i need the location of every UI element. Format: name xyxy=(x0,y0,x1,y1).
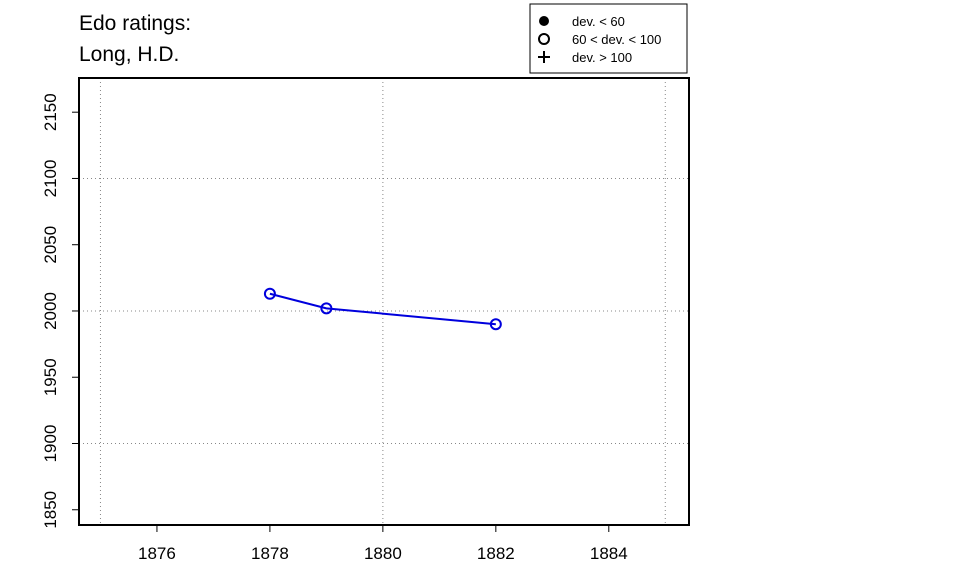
y-tick-label: 2150 xyxy=(41,93,60,131)
y-tick-label: 1850 xyxy=(41,491,60,529)
x-tick-label: 1878 xyxy=(251,544,289,563)
legend-label: dev. > 100 xyxy=(572,50,632,65)
y-tick-label: 2100 xyxy=(41,160,60,198)
marker xyxy=(320,302,333,315)
marker xyxy=(263,287,276,300)
x-tick-label: 1882 xyxy=(477,544,515,563)
legend-label: 60 < dev. < 100 xyxy=(572,32,661,47)
legend-label: dev. < 60 xyxy=(572,14,625,29)
y-tick-label: 1950 xyxy=(41,358,60,396)
plot-frame xyxy=(78,77,690,526)
x-tick-label: 1880 xyxy=(364,544,402,563)
y-tick-label: 2050 xyxy=(41,226,60,264)
legend-symbol xyxy=(539,16,549,26)
y-tick-label: 2000 xyxy=(41,292,60,330)
x-tick-label: 1884 xyxy=(590,544,628,563)
legend-symbol xyxy=(538,33,550,45)
y-tick-label: 1900 xyxy=(41,425,60,463)
legend-box xyxy=(529,3,688,74)
legend-symbol xyxy=(538,51,550,63)
x-tick-label: 1876 xyxy=(138,544,176,563)
chart-title: Long, H.D. xyxy=(79,43,179,66)
series-line xyxy=(269,292,496,326)
chart-title: Edo ratings: xyxy=(79,12,191,35)
marker xyxy=(489,318,502,331)
